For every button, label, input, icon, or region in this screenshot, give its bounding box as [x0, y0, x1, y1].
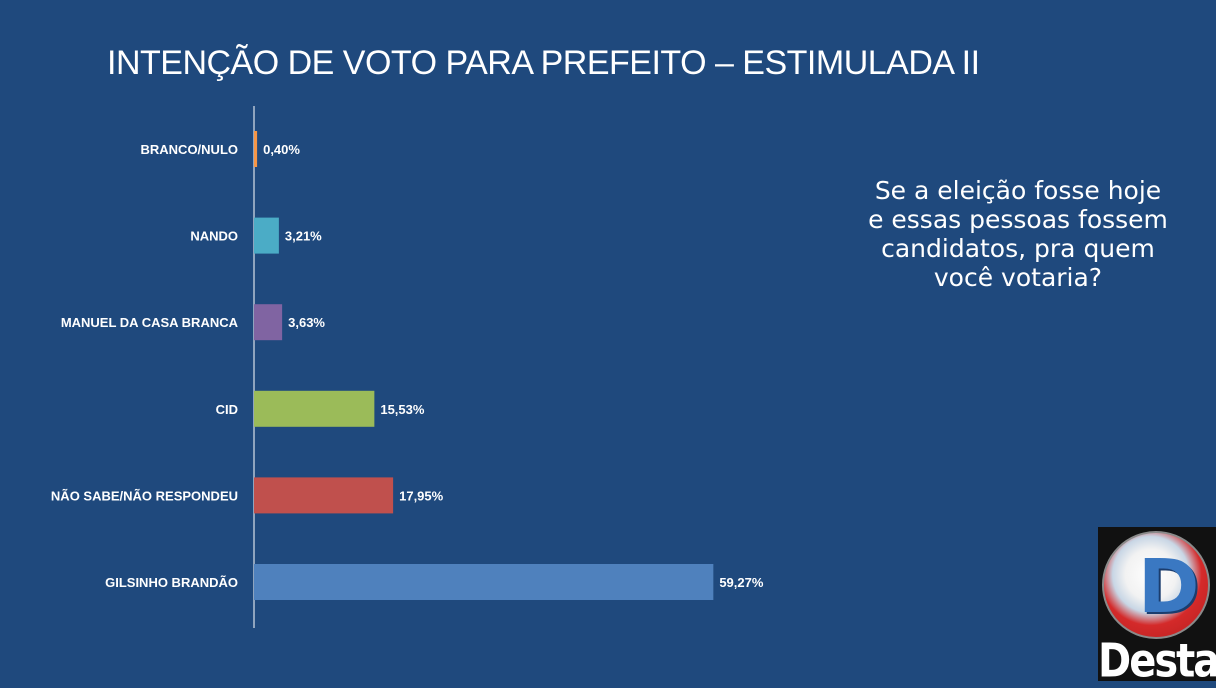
- logo-letter: D: [1138, 544, 1200, 630]
- bar: [254, 217, 279, 254]
- data-label: 17,95%: [399, 488, 444, 503]
- bar: [254, 304, 283, 341]
- logo-text: Destak: [1098, 635, 1216, 688]
- survey-question: Se a eleição fosse hoje e essas pessoas …: [868, 176, 1168, 292]
- category-label: MANUEL DA CASA BRANCA: [61, 315, 239, 330]
- data-label: 0,40%: [263, 142, 300, 157]
- page-title: INTENÇÃO DE VOTO PARA PREFEITO – ESTIMUL…: [107, 44, 980, 82]
- category-label: BRANCO/NULO: [141, 142, 239, 157]
- category-label: NANDO: [190, 229, 238, 244]
- destak-logo: D Destak: [1098, 527, 1216, 688]
- category-label: CID: [216, 402, 238, 417]
- logo-emblem: D: [1102, 531, 1210, 639]
- bar: [254, 131, 258, 167]
- data-label: 3,21%: [285, 229, 322, 244]
- bar-chart: BRANCO/NULO 0,40% NANDO 3,21% MANUEL DA CASA…: [51, 106, 764, 628]
- bar: [254, 390, 375, 427]
- bar: [254, 477, 394, 514]
- bar: [254, 564, 714, 600]
- data-label: 15,53%: [380, 402, 425, 417]
- data-label: 59,27%: [719, 575, 764, 590]
- category-label: GILSINHO BRANDÃO: [105, 575, 238, 590]
- bars-group: BRANCO/NULO 0,40% NANDO 3,21% MANUEL DA CASA…: [51, 131, 764, 600]
- category-label: NÃO SABE/NÃO RESPONDEU: [51, 488, 238, 503]
- data-label: 3,63%: [288, 315, 325, 330]
